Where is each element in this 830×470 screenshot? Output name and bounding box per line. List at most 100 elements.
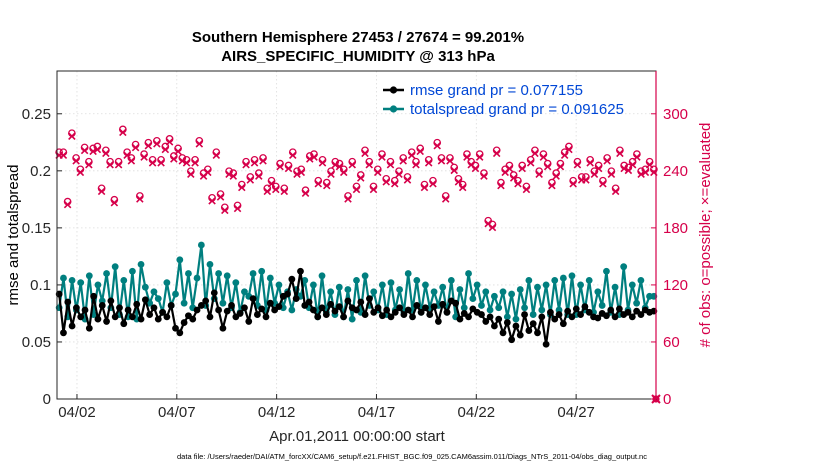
totalspread-point (266, 274, 274, 282)
obs-evaluated-point (599, 179, 607, 188)
obs-evaluated-point (645, 160, 654, 169)
rmse-point (594, 314, 602, 322)
obs-evaluated-point (255, 172, 263, 180)
obs-evaluated-point (522, 185, 531, 194)
obs-evaluated-point (603, 157, 611, 165)
totalspread-point (559, 274, 567, 282)
totalspread-point (223, 272, 231, 280)
obs-evaluated-point (590, 170, 599, 178)
rmse-point (322, 311, 330, 318)
rmse-point (275, 303, 283, 310)
totalspread-point (219, 299, 227, 307)
totalspread-point (620, 263, 628, 271)
rmse-point (577, 311, 584, 318)
rmse-point (288, 275, 296, 283)
obs-evaluated-point (416, 147, 424, 156)
obs-evaluated-point (378, 153, 386, 161)
rmse-point (266, 299, 274, 307)
obs-evaluated-point (187, 170, 195, 178)
obs-evaluated-point (136, 195, 144, 203)
rmse-point (353, 306, 360, 314)
obs-evaluated-point (531, 149, 539, 158)
rmse-point (223, 307, 231, 315)
obs-evaluated-point (412, 160, 420, 169)
totalspread-point (499, 288, 507, 296)
data-file-footnote: data file: /Users/raeder/DAI/ATM_forcXX/… (177, 452, 647, 461)
totalspread-point (404, 270, 412, 277)
legend-rmse-label: rmse grand pr = 0.077155 (410, 82, 583, 99)
rmse-point (236, 310, 244, 317)
rmse-point (340, 313, 347, 321)
obs-evaluated-point (429, 179, 437, 188)
rmse-point (486, 313, 494, 321)
obs-evaluated-point (446, 157, 454, 165)
obs-evaluated-point (628, 160, 637, 169)
obs-evaluated-point (509, 174, 518, 182)
rmse-point (439, 300, 447, 308)
totalspread-point (103, 270, 110, 277)
line-series-group (55, 241, 658, 348)
rmse-point (572, 305, 580, 313)
rmse-point (103, 318, 110, 325)
rmse-point (516, 331, 524, 339)
obs-evaluated-point (552, 172, 560, 180)
totalspread-point (206, 260, 214, 268)
obs-evaluated-point (382, 178, 391, 186)
totalspread-point (258, 267, 266, 275)
totalspread-point (396, 286, 403, 293)
obs-evaluated-point (365, 160, 374, 169)
obs-evaluated-point (153, 140, 161, 148)
totalspread-point (232, 279, 240, 287)
obs-evaluated-point (178, 157, 187, 165)
rmse-point (137, 315, 145, 323)
x-axis-label: Apr.01,2011 00:00:00 start (269, 428, 446, 445)
totalspread-point (598, 302, 606, 309)
x-tick-label: 04/27 (557, 404, 595, 421)
totalspread-point (594, 288, 602, 296)
rmse-point (529, 320, 537, 328)
obs-evaluated-point (174, 147, 182, 156)
obs-evaluated-point (301, 189, 310, 198)
rmse-point (383, 306, 391, 314)
obs-evaluated-point (633, 153, 641, 161)
totalspread-point (318, 272, 326, 280)
rmse-point (512, 322, 520, 330)
rmse-point (542, 340, 550, 348)
obs-evaluated-point (327, 170, 335, 178)
obs-evaluated-point (165, 138, 174, 146)
obs-evaluated-point (399, 157, 407, 165)
y-tick-label-left: 0.1 (30, 277, 51, 294)
obs-evaluated-point (263, 187, 272, 196)
totalspread-point (478, 302, 485, 309)
rmse-point (417, 308, 425, 316)
rmse-point (430, 303, 438, 310)
totalspread-point (348, 315, 356, 323)
legend: rmse grand pr = 0.077155 totalspread gra… (383, 82, 624, 118)
totalspread-point (185, 270, 192, 277)
obs-evaluated-point (569, 179, 577, 188)
rmse-point (525, 327, 533, 334)
rmse-point (81, 306, 89, 314)
obs-evaluated-point (89, 147, 97, 156)
rmse-point (357, 298, 365, 306)
rmse-point (262, 313, 270, 321)
grid-lines (57, 71, 656, 399)
rmse-point (249, 295, 257, 303)
rmse-point (167, 302, 175, 309)
rmse-point (387, 313, 395, 321)
totalspread-point (512, 315, 520, 323)
totalspread-point (327, 288, 335, 296)
rmse-point (607, 306, 615, 314)
obs-evaluated-point (565, 145, 573, 154)
obs-evaluated-point (127, 157, 136, 165)
obs-evaluated-point (80, 146, 89, 155)
legend-spread-label: totalspread grand pr = 0.091625 (410, 101, 624, 118)
totalspread-point (310, 281, 317, 289)
totalspread-point (301, 276, 309, 284)
chart-title: Southern Hemisphere 27453 / 27674 = 99.2… (192, 29, 524, 46)
totalspread-point (482, 288, 490, 296)
rmse-point (637, 311, 645, 318)
obs-evaluated-point (352, 185, 361, 194)
obs-evaluated-point (148, 159, 157, 167)
obs-evaluated-point (335, 162, 344, 171)
